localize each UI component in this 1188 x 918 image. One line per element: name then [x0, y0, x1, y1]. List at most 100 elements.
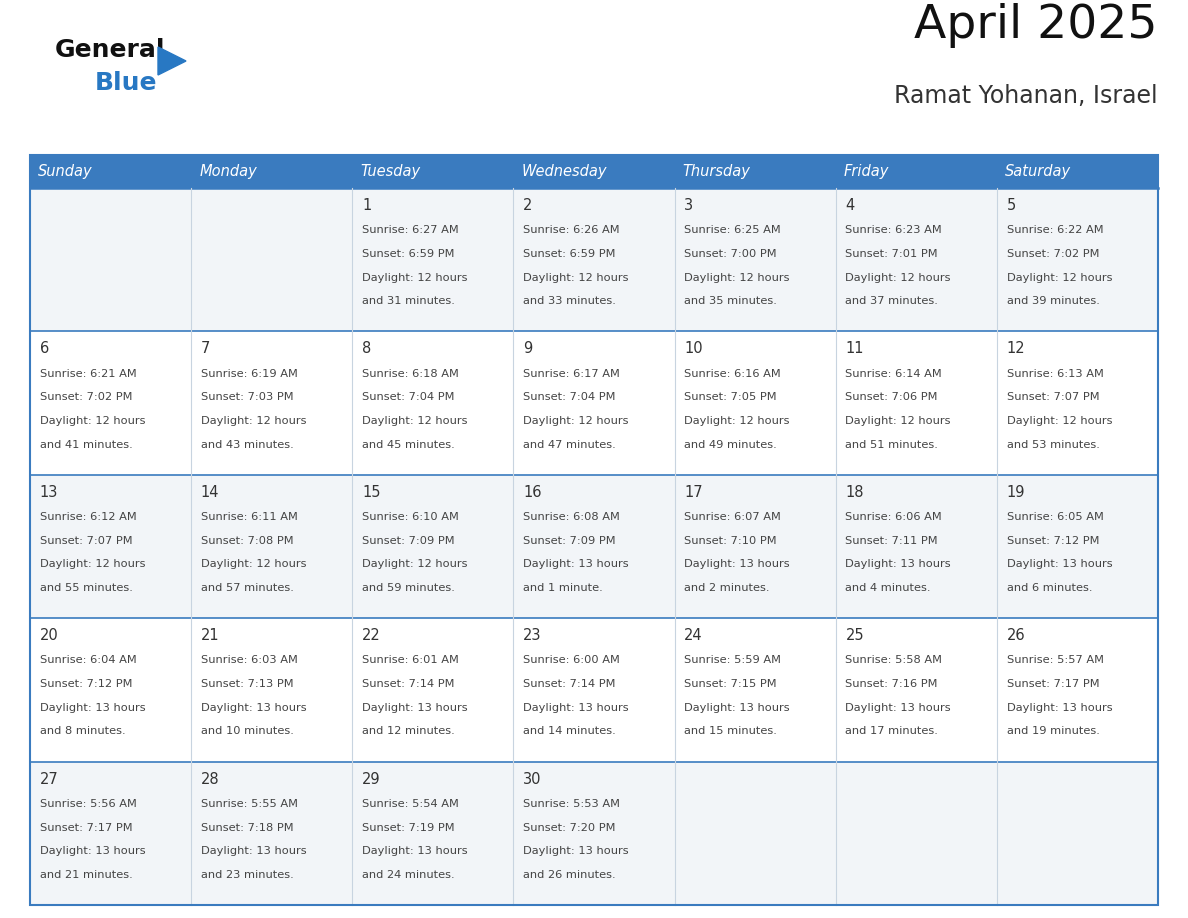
Bar [30, 155, 1158, 188]
Text: Sunset: 7:13 PM: Sunset: 7:13 PM [201, 679, 293, 689]
Text: Daylight: 13 hours: Daylight: 13 hours [201, 703, 307, 712]
Text: Sunset: 7:18 PM: Sunset: 7:18 PM [201, 823, 293, 833]
Text: Sunrise: 5:54 AM: Sunrise: 5:54 AM [362, 799, 459, 809]
Text: 22: 22 [362, 628, 380, 644]
Text: Daylight: 13 hours: Daylight: 13 hours [846, 559, 952, 569]
Text: Sunrise: 6:13 AM: Sunrise: 6:13 AM [1006, 369, 1104, 379]
Text: Thursday: Thursday [683, 164, 751, 179]
Text: 1: 1 [362, 198, 371, 213]
Text: Sunset: 7:20 PM: Sunset: 7:20 PM [523, 823, 615, 833]
Text: Sunset: 7:07 PM: Sunset: 7:07 PM [1006, 392, 1099, 402]
Text: 18: 18 [846, 485, 864, 499]
Text: Daylight: 12 hours: Daylight: 12 hours [39, 559, 145, 569]
Text: Daylight: 13 hours: Daylight: 13 hours [1006, 559, 1112, 569]
Text: Daylight: 13 hours: Daylight: 13 hours [684, 559, 790, 569]
Text: 7: 7 [201, 341, 210, 356]
Text: Sunrise: 5:59 AM: Sunrise: 5:59 AM [684, 655, 782, 666]
Text: Sunset: 7:17 PM: Sunset: 7:17 PM [1006, 679, 1099, 689]
Text: and 37 minutes.: and 37 minutes. [846, 297, 939, 307]
Text: and 12 minutes.: and 12 minutes. [362, 726, 455, 736]
Text: Sunrise: 5:58 AM: Sunrise: 5:58 AM [846, 655, 942, 666]
Text: 11: 11 [846, 341, 864, 356]
Text: and 39 minutes.: and 39 minutes. [1006, 297, 1099, 307]
Text: Sunset: 7:06 PM: Sunset: 7:06 PM [846, 392, 937, 402]
Text: Daylight: 13 hours: Daylight: 13 hours [684, 703, 790, 712]
Text: Daylight: 13 hours: Daylight: 13 hours [39, 846, 145, 856]
Text: Daylight: 12 hours: Daylight: 12 hours [1006, 416, 1112, 426]
Text: 30: 30 [523, 772, 542, 787]
Text: Sunrise: 6:25 AM: Sunrise: 6:25 AM [684, 225, 781, 235]
Text: Sunrise: 5:55 AM: Sunrise: 5:55 AM [201, 799, 298, 809]
Text: Sunrise: 6:10 AM: Sunrise: 6:10 AM [362, 512, 459, 522]
Text: Sunrise: 5:53 AM: Sunrise: 5:53 AM [523, 799, 620, 809]
Text: Sunrise: 6:05 AM: Sunrise: 6:05 AM [1006, 512, 1104, 522]
Text: Daylight: 13 hours: Daylight: 13 hours [523, 846, 628, 856]
Text: and 51 minutes.: and 51 minutes. [846, 440, 939, 450]
Text: Daylight: 13 hours: Daylight: 13 hours [523, 559, 628, 569]
Text: Daylight: 13 hours: Daylight: 13 hours [846, 703, 952, 712]
Text: and 1 minute.: and 1 minute. [523, 583, 602, 593]
Text: Sunset: 7:16 PM: Sunset: 7:16 PM [846, 679, 937, 689]
Text: and 59 minutes.: and 59 minutes. [362, 583, 455, 593]
Text: Sunset: 7:12 PM: Sunset: 7:12 PM [1006, 536, 1099, 545]
Text: and 57 minutes.: and 57 minutes. [201, 583, 293, 593]
Text: Sunrise: 6:26 AM: Sunrise: 6:26 AM [523, 225, 620, 235]
Text: 4: 4 [846, 198, 854, 213]
Text: and 4 minutes.: and 4 minutes. [846, 583, 931, 593]
Text: Sunset: 7:09 PM: Sunset: 7:09 PM [523, 536, 615, 545]
Text: Sunset: 7:08 PM: Sunset: 7:08 PM [201, 536, 293, 545]
Text: Daylight: 12 hours: Daylight: 12 hours [684, 273, 790, 283]
Text: Monday: Monday [200, 164, 257, 179]
Text: Sunset: 7:04 PM: Sunset: 7:04 PM [362, 392, 455, 402]
Text: Daylight: 12 hours: Daylight: 12 hours [362, 559, 467, 569]
Text: and 47 minutes.: and 47 minutes. [523, 440, 615, 450]
Text: 28: 28 [201, 772, 220, 787]
Text: 9: 9 [523, 341, 532, 356]
Bar [30, 331, 1158, 475]
Text: and 53 minutes.: and 53 minutes. [1006, 440, 1099, 450]
Text: 29: 29 [362, 772, 380, 787]
Text: Sunset: 7:07 PM: Sunset: 7:07 PM [39, 536, 132, 545]
Text: Sunset: 7:02 PM: Sunset: 7:02 PM [1006, 249, 1099, 259]
Text: Sunday: Sunday [38, 164, 93, 179]
Text: Sunrise: 6:04 AM: Sunrise: 6:04 AM [39, 655, 137, 666]
Text: Sunrise: 6:19 AM: Sunrise: 6:19 AM [201, 369, 298, 379]
Text: 2: 2 [523, 198, 532, 213]
Text: and 33 minutes.: and 33 minutes. [523, 297, 615, 307]
Text: and 17 minutes.: and 17 minutes. [846, 726, 939, 736]
Text: and 15 minutes.: and 15 minutes. [684, 726, 777, 736]
Bar [30, 475, 1158, 618]
Text: 25: 25 [846, 628, 864, 644]
Text: and 31 minutes.: and 31 minutes. [362, 297, 455, 307]
Text: Sunrise: 6:27 AM: Sunrise: 6:27 AM [362, 225, 459, 235]
Text: 27: 27 [39, 772, 58, 787]
Text: Daylight: 13 hours: Daylight: 13 hours [362, 846, 468, 856]
Text: Daylight: 12 hours: Daylight: 12 hours [201, 559, 307, 569]
Text: 3: 3 [684, 198, 694, 213]
Text: Sunset: 7:11 PM: Sunset: 7:11 PM [846, 536, 939, 545]
Text: Tuesday: Tuesday [360, 164, 421, 179]
Text: and 45 minutes.: and 45 minutes. [362, 440, 455, 450]
Text: Sunset: 7:05 PM: Sunset: 7:05 PM [684, 392, 777, 402]
Text: 16: 16 [523, 485, 542, 499]
Text: Daylight: 13 hours: Daylight: 13 hours [362, 703, 468, 712]
Text: Sunrise: 6:17 AM: Sunrise: 6:17 AM [523, 369, 620, 379]
Text: 24: 24 [684, 628, 703, 644]
Text: 21: 21 [201, 628, 220, 644]
Text: 17: 17 [684, 485, 703, 499]
Text: and 24 minutes.: and 24 minutes. [362, 870, 455, 879]
Text: Ramat Yohanan, Israel: Ramat Yohanan, Israel [895, 84, 1158, 108]
Text: 10: 10 [684, 341, 703, 356]
Text: Sunrise: 6:00 AM: Sunrise: 6:00 AM [523, 655, 620, 666]
Text: and 8 minutes.: and 8 minutes. [39, 726, 125, 736]
Text: Daylight: 13 hours: Daylight: 13 hours [39, 703, 145, 712]
Text: Sunset: 7:12 PM: Sunset: 7:12 PM [39, 679, 132, 689]
Text: April 2025: April 2025 [915, 3, 1158, 48]
Text: Daylight: 12 hours: Daylight: 12 hours [362, 416, 467, 426]
Text: Sunset: 7:19 PM: Sunset: 7:19 PM [362, 823, 455, 833]
Bar [30, 618, 1158, 762]
Polygon shape [158, 47, 187, 75]
Text: 13: 13 [39, 485, 58, 499]
Text: Sunset: 7:15 PM: Sunset: 7:15 PM [684, 679, 777, 689]
Text: and 6 minutes.: and 6 minutes. [1006, 583, 1092, 593]
